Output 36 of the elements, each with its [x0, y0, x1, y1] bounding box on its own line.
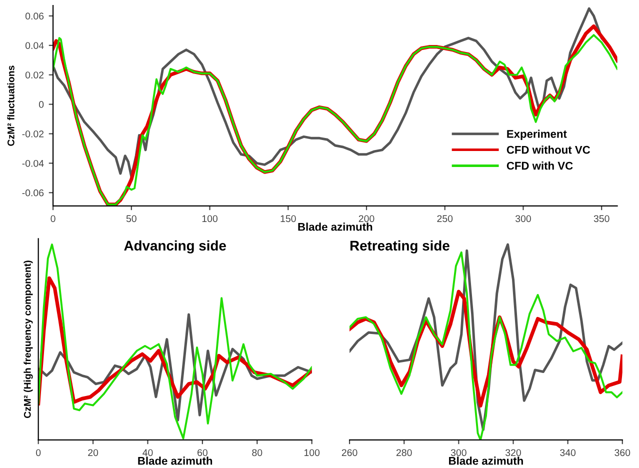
- x-axis-title: Blade azimuth: [138, 456, 212, 465]
- y-tick-label: 0.04: [25, 42, 44, 49]
- legend-label: CFD without VC: [506, 146, 590, 154]
- x-tick-label: 100: [202, 215, 218, 222]
- x-tick-label: 50: [126, 215, 136, 222]
- x-tick-label: 0: [50, 215, 56, 222]
- y-tick-label: -0.02: [22, 130, 44, 138]
- legend-label: CFD with VC: [506, 162, 573, 170]
- x-tick-label: 320: [506, 449, 521, 456]
- y-tick-label: 0: [38, 101, 44, 108]
- x-tick-label: 200: [358, 215, 374, 222]
- x-tick-label: 300: [450, 449, 466, 456]
- x-tick-label: 150: [280, 215, 296, 222]
- y-tick-label: -0.06: [22, 189, 44, 196]
- x-axis-title: Blade azimuth: [449, 456, 523, 465]
- x-tick-label: 250: [437, 215, 453, 222]
- y-tick-label: 0.06: [25, 12, 44, 20]
- x-tick-label: 350: [594, 215, 610, 222]
- x-tick-label: 300: [515, 215, 531, 222]
- y-tick-label: -0.04: [22, 160, 44, 167]
- y-axis-title: CzM² (High frequency component): [24, 260, 33, 418]
- x-tick-label: 280: [396, 449, 412, 456]
- x-tick-label: 100: [304, 449, 320, 456]
- x-tick-label: 40: [142, 449, 153, 456]
- chart-title: Retreating side: [350, 240, 450, 254]
- x-tick-label: 80: [252, 449, 262, 456]
- y-tick-label: 0.02: [25, 72, 44, 78]
- legend-label: Experiment: [507, 130, 567, 140]
- x-axis-title: Blade azimuth: [298, 222, 372, 231]
- x-tick-label: 360: [614, 449, 630, 456]
- x-tick-label: 340: [560, 449, 576, 456]
- x-tick-label: 20: [88, 449, 98, 456]
- y-axis-title: CzM² fluctuations: [7, 66, 14, 146]
- x-tick-label: 260: [342, 449, 358, 456]
- chart-title: Advancing side: [124, 240, 226, 254]
- x-tick-label: 60: [198, 449, 208, 456]
